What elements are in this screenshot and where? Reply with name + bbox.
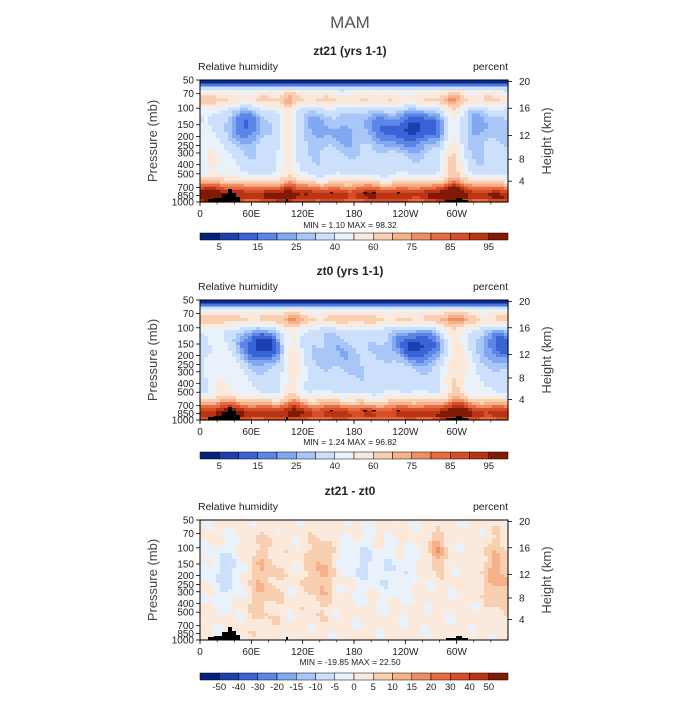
colorbar-label: 85 [445,242,456,253]
colorbar-swatch [277,233,296,240]
y-tick-label: 150 [177,120,194,131]
stratosphere-band [200,84,508,87]
height-axis-label: Height (km) [539,107,554,174]
units-label: percent [473,281,508,293]
colorbar-label: 25 [291,242,302,253]
stratosphere-band [200,80,508,84]
x-tick-label: 0 [197,209,203,220]
topography-block [330,192,333,194]
main-title: MAM [330,13,370,32]
topography-block [363,192,367,194]
y-tick-label: 100 [177,104,194,115]
colorbar-swatch [296,233,315,240]
topography-block [228,189,232,202]
colorbar-label: 60 [368,242,379,253]
colorbar-swatch [258,233,277,240]
y-tick-label: 200 [177,132,194,143]
topography-block [236,197,240,202]
height-tick-label: 12 [519,131,531,142]
variable-label: Relative humidity [198,61,279,73]
colorbar: 5 15 25 40 60 75 85 95 [200,233,508,253]
stratosphere-band [200,87,508,90]
height-tick-label: 8 [519,155,525,166]
height-tick-label: 16 [519,104,531,115]
topography-block [222,194,228,202]
x-tick-label: 60E [242,209,260,220]
colorbar-swatch [489,233,508,240]
panel-title: zt0 (yrs 1-1) [317,264,384,278]
colorbar-swatch [219,233,238,240]
y-axis-label: Pressure (mb) [145,100,160,182]
y-tick-label: 50 [183,76,195,87]
colorbar-swatch [373,233,392,240]
units-label: percent [473,61,508,73]
y-tick-label: 400 [177,160,194,171]
height-tick-label: 4 [519,177,525,188]
topography-block [372,192,376,194]
colorbar-label: 5 [217,242,222,253]
height-tick-label: 20 [519,77,531,88]
min-max-stats: MIN = 1.10 MAX = 98.32 [303,220,397,230]
colorbar-swatch [450,233,469,240]
colorbar-swatch [412,233,431,240]
colorbar-swatch [316,233,335,240]
colorbar-label: 15 [252,242,263,253]
panel-title: zt21 (yrs 1-1) [313,44,386,58]
colorbar-swatch [470,233,489,240]
topography-block [232,193,236,202]
heatmap-cells [200,80,509,203]
colorbar-label: 40 [329,242,340,253]
colorbar-swatch [335,233,354,240]
colorbar-label: 75 [406,242,417,253]
x-tick-label: 180 [346,209,363,220]
colorbar-swatch [200,233,219,240]
panel-1: zt21 (yrs 1-1) Relative humidity percent 10… [145,44,554,253]
topography-block [456,198,462,202]
colorbar-swatch [431,233,450,240]
x-tick-label: 60W [446,209,467,220]
colorbar-swatch [354,233,373,240]
y-tick-label: 70 [183,89,195,100]
colorbar-swatch [239,233,258,240]
heatmap-cells [200,300,509,421]
colorbar-swatch [393,233,412,240]
x-tick-label: 120W [392,209,419,220]
variable-label: Relative humidity [198,281,279,293]
y-tick-label: 700 [177,183,194,194]
colorbar-label: 95 [483,242,494,253]
x-tick-label: 120E [291,209,315,220]
topography-block [397,192,400,194]
